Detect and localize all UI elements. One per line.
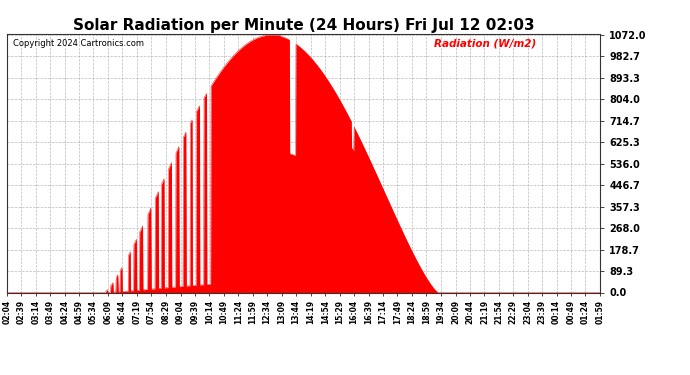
Text: Copyright 2024 Cartronics.com: Copyright 2024 Cartronics.com: [13, 39, 144, 48]
Title: Solar Radiation per Minute (24 Hours) Fri Jul 12 02:03: Solar Radiation per Minute (24 Hours) Fr…: [72, 18, 535, 33]
Text: Radiation (W/m2): Radiation (W/m2): [434, 39, 536, 49]
